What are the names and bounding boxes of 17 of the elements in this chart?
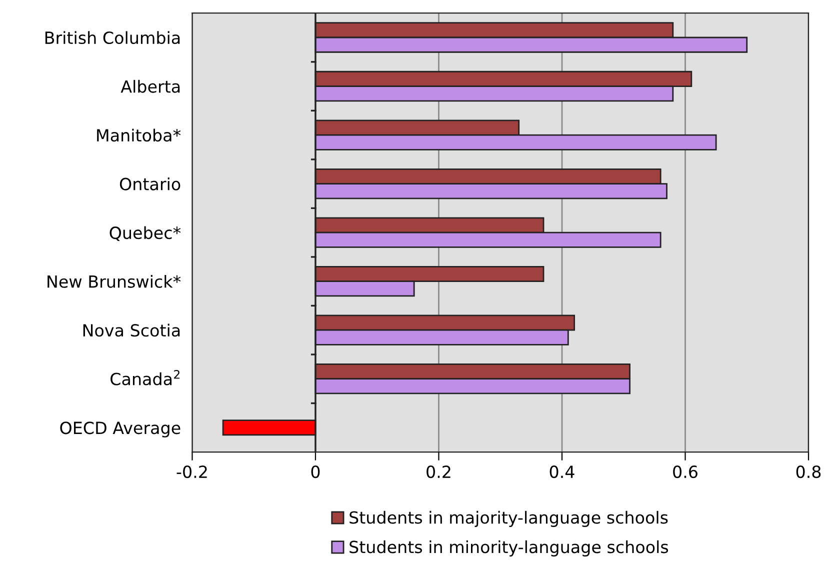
x-tick-label: 0.4: [550, 466, 574, 478]
y-tick-label: Ontario: [120, 177, 180, 190]
legend-label: Students in minority-language schools: [350, 540, 668, 556]
y-tick-label: New Brunswick*: [48, 274, 181, 288]
y-tick-label: Alberta: [120, 80, 180, 93]
y-tick-label: Quebec*: [110, 226, 181, 242]
y-tick-label: Canada$^{2}$: [110, 370, 180, 386]
y-tick-label: OECD Average: [60, 422, 180, 438]
y-tick-label: British Columbia: [45, 31, 180, 44]
legend-label: Students in majority-language schools: [350, 510, 668, 528]
x-tick-label: 0: [311, 466, 320, 478]
x-tick-label: 0.2: [426, 466, 450, 478]
x-tick-label: 0.6: [673, 466, 698, 478]
x-tick-label: -0.2: [176, 466, 207, 478]
y-tick-label: Nova Scotia: [83, 324, 180, 337]
y-tick-label: Manitoba*: [97, 128, 181, 142]
x-tick-label: 0.8: [796, 466, 821, 478]
